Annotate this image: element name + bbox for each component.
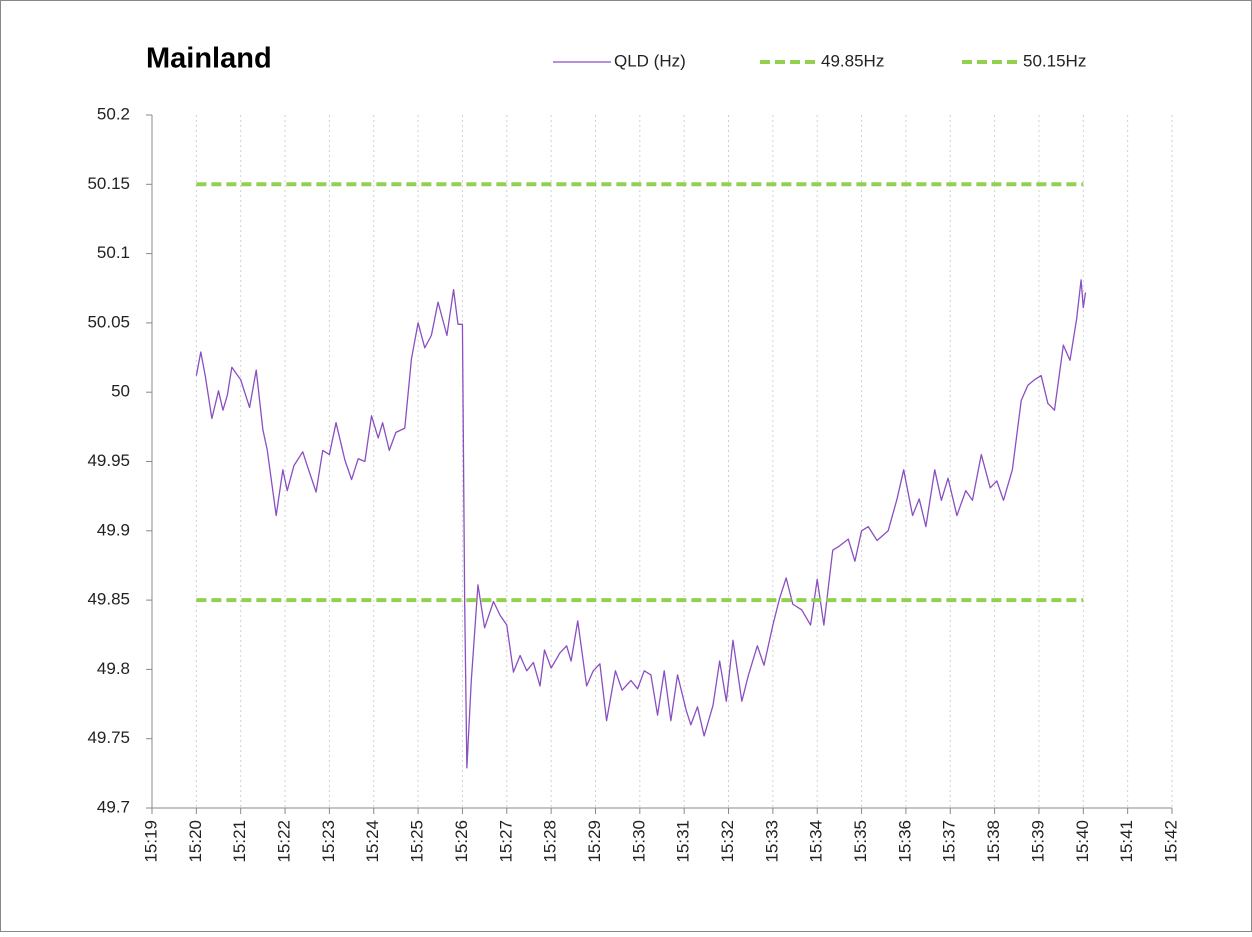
y-tick-label: 49.9 — [97, 520, 130, 539]
y-tick-label: 50.1 — [97, 243, 130, 262]
x-tick-label: 15:35 — [851, 820, 870, 863]
x-tick-label: 15:33 — [762, 820, 781, 863]
x-tick-label: 15:24 — [363, 820, 382, 863]
x-tick-label: 15:20 — [186, 820, 205, 863]
y-tick-label: 50 — [111, 382, 130, 401]
x-tick-label: 15:28 — [541, 820, 560, 863]
x-tick-label: 15:36 — [895, 820, 914, 863]
x-tick-label: 15:19 — [141, 820, 160, 863]
data-line — [195, 279, 1087, 769]
x-tick-label: 15:42 — [1161, 820, 1180, 863]
legend-label: 50.15Hz — [1023, 51, 1086, 70]
x-tick-label: 15:27 — [496, 820, 515, 863]
y-tick-label: 49.7 — [97, 797, 130, 816]
x-tick-label: 15:40 — [1073, 820, 1092, 863]
x-tick-label: 15:30 — [629, 820, 648, 863]
y-tick-label: 49.85 — [87, 590, 130, 609]
y-tick-label: 49.8 — [97, 659, 130, 678]
y-tick-label: 49.95 — [87, 451, 130, 470]
x-tick-label: 15:38 — [984, 820, 1003, 863]
x-tick-label: 15:34 — [807, 820, 826, 863]
chart-title: Mainland — [146, 43, 272, 75]
x-tick-label: 15:32 — [718, 820, 737, 863]
legend-label: QLD (Hz) — [614, 51, 686, 70]
x-tick-label: 15:26 — [452, 820, 471, 863]
x-tick-label: 15:23 — [319, 820, 338, 863]
x-tick-label: 15:37 — [940, 820, 959, 863]
y-tick-label: 50.2 — [97, 104, 130, 123]
x-tick-label: 15:22 — [275, 820, 294, 863]
x-tick-label: 15:21 — [230, 820, 249, 863]
x-tick-label: 15:39 — [1028, 820, 1047, 863]
y-tick-label: 50.15 — [87, 174, 130, 193]
x-tick-label: 15:25 — [408, 820, 427, 863]
x-tick-label: 15:41 — [1117, 820, 1136, 863]
x-tick-label: 15:29 — [585, 820, 604, 863]
y-tick-label: 50.05 — [87, 312, 130, 331]
legend-label: 49.85Hz — [821, 51, 884, 70]
y-tick-label: 49.75 — [87, 728, 130, 747]
x-tick-label: 15:31 — [674, 820, 693, 863]
